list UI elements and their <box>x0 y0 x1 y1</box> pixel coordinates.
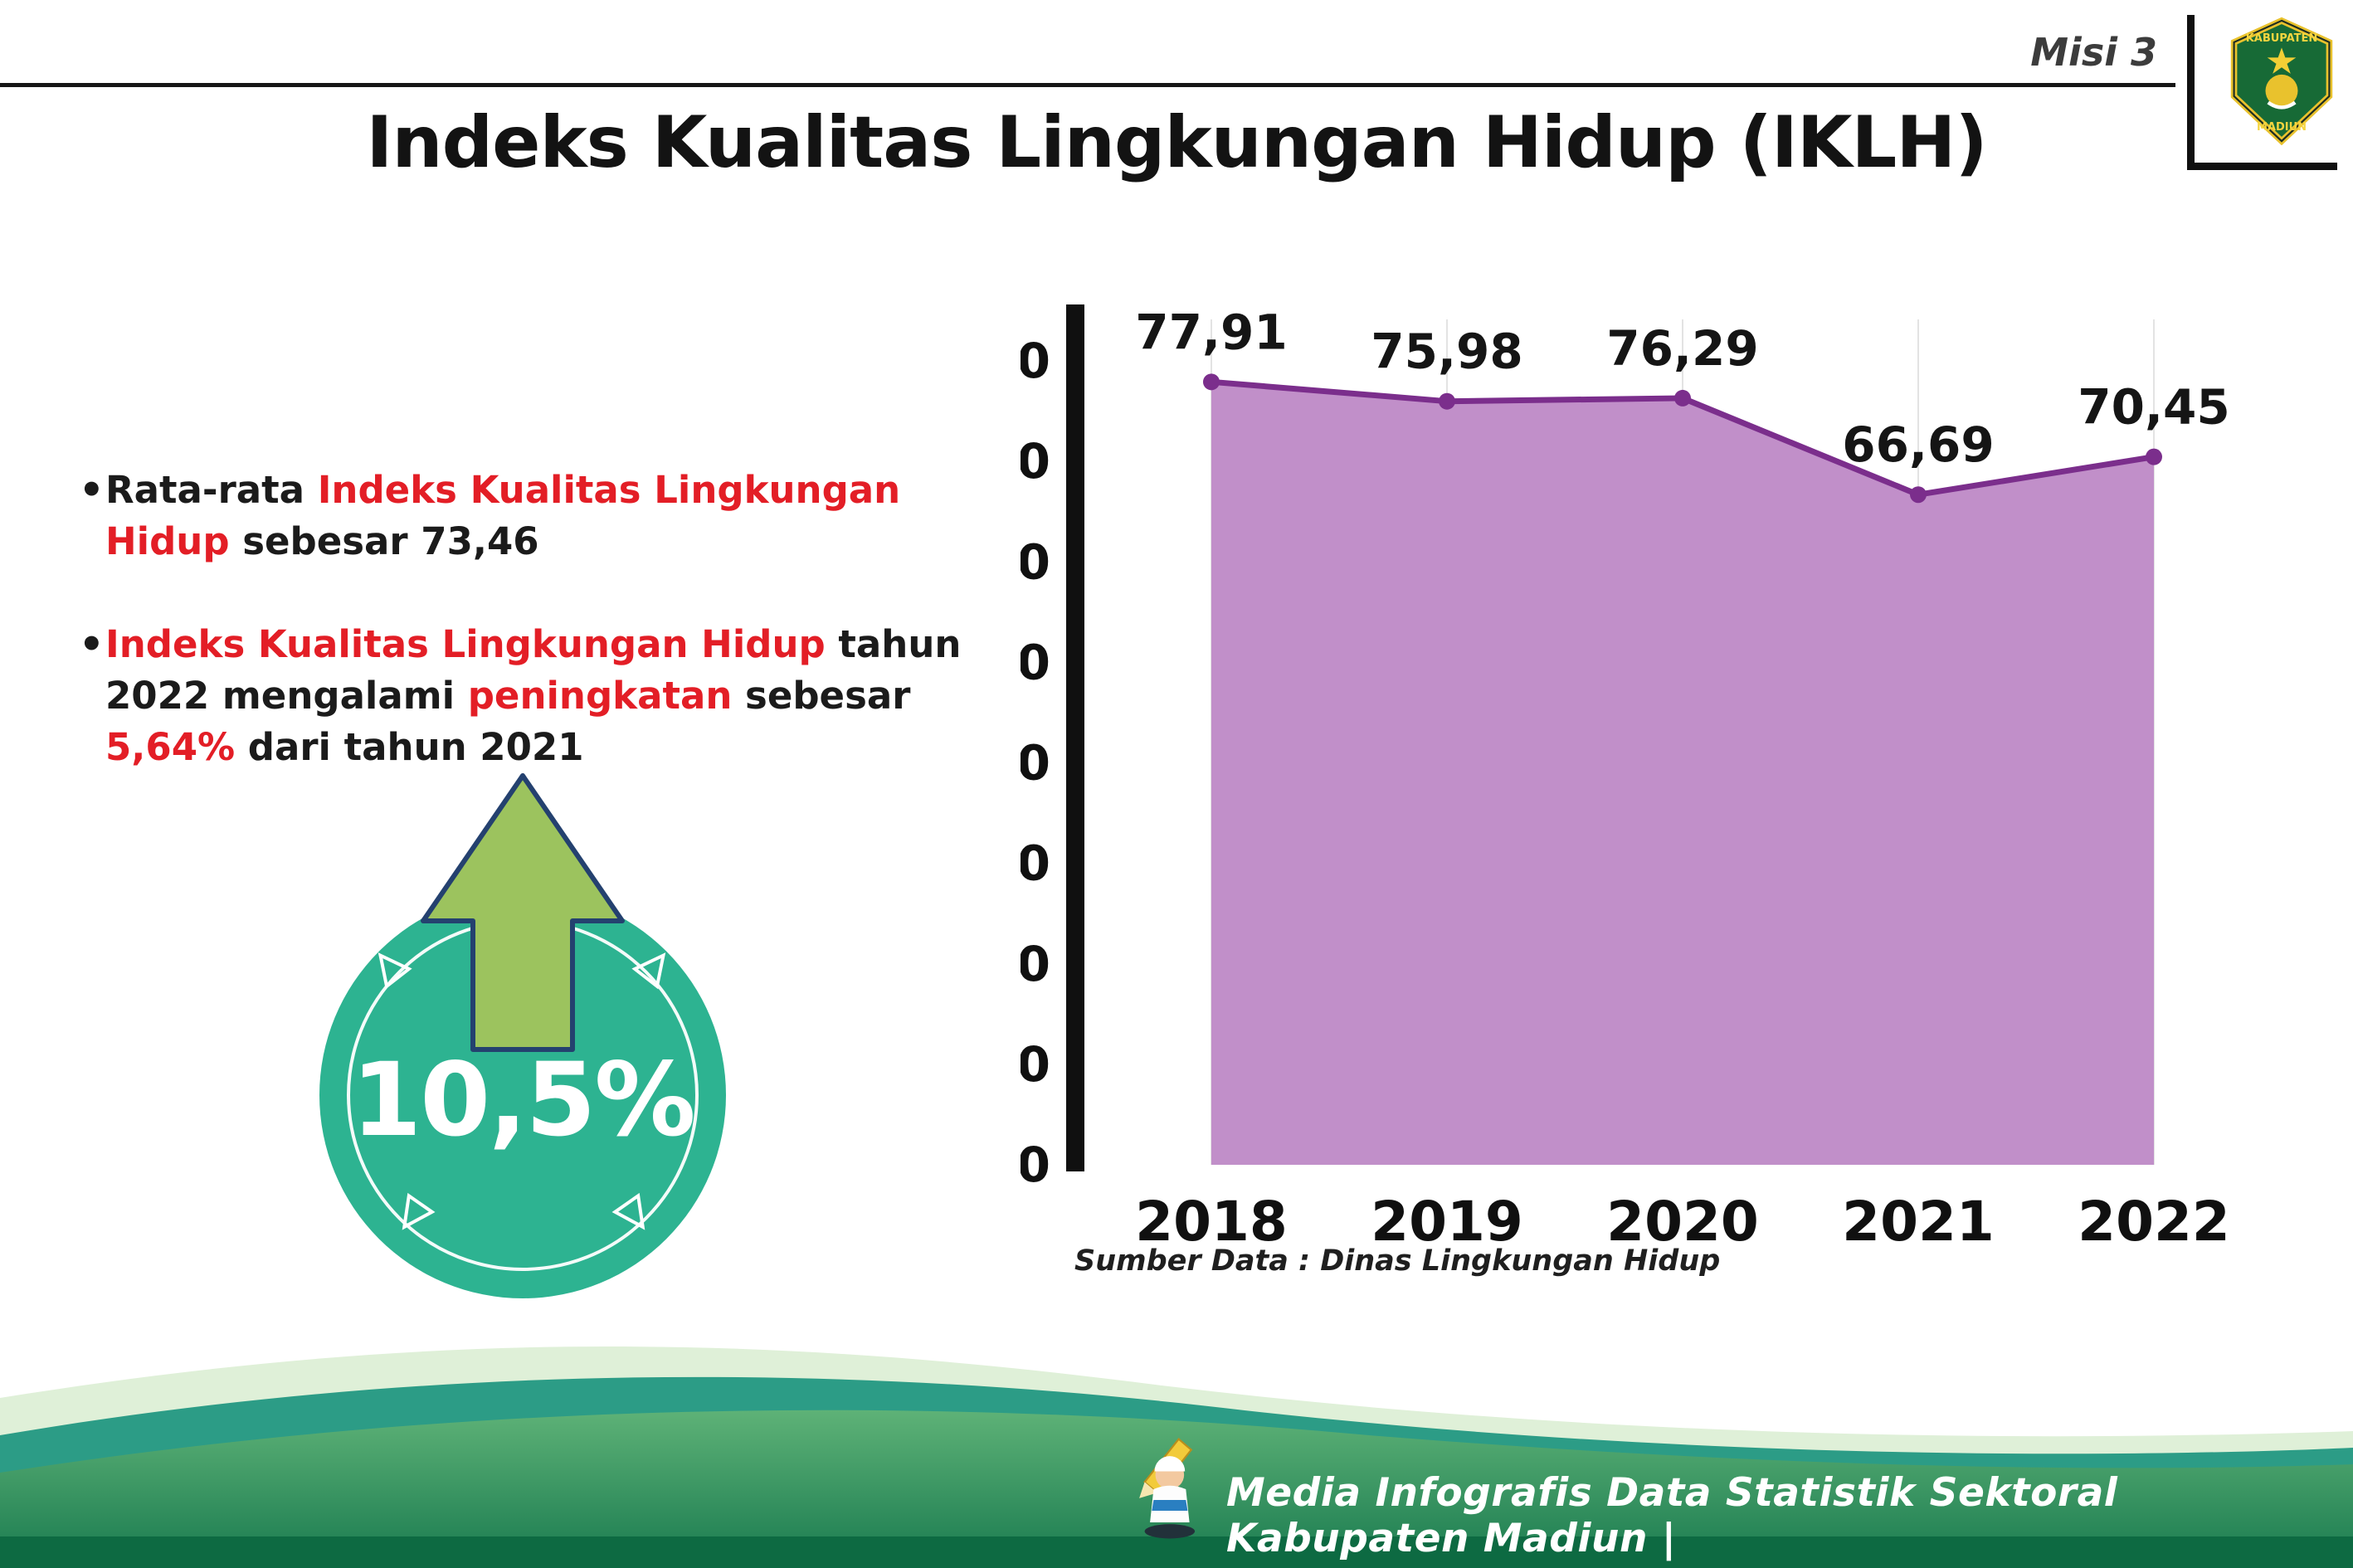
increase-badge: 10,5% <box>299 763 747 1311</box>
value-label: 76,29 <box>1606 320 1758 377</box>
value-label: 77,91 <box>1135 304 1287 360</box>
x-year-label: 2018 <box>1135 1190 1288 1254</box>
y-tick-label: 30 <box>1021 835 1050 892</box>
data-point <box>1674 389 1691 407</box>
area-chart: 77,91 75,98 76,29 66,69 70,45 0 10 20 30 40 50 60 70… <box>983 304 2230 1254</box>
svg-text:KABUPATEN: KABUPATEN <box>2246 32 2318 45</box>
bullet-segment: 5,64% <box>105 725 236 770</box>
bullet-segment: peningkatan <box>467 674 733 718</box>
data-point <box>1910 486 1927 504</box>
bullet-marker: • <box>79 467 105 514</box>
value-label: 75,98 <box>1371 324 1522 380</box>
bullet-segment: Indeks Kualitas Lingkungan Hidup <box>105 622 826 667</box>
logo-frame: KABUPATEN MADIUN <box>2187 15 2337 170</box>
bullet-segment: Indeks Kualitas Lingkungan Hidup <box>105 468 901 564</box>
data-point <box>1439 392 1455 410</box>
svg-text:MADIUN: MADIUN <box>2257 121 2307 134</box>
bullet-text: Rata-rata Indeks Kualitas Lingkungan Hid… <box>105 468 900 563</box>
value-label: 70,45 <box>2078 379 2229 436</box>
y-tick-label: 70 <box>1021 433 1050 489</box>
y-tick-label: 0 <box>1021 1137 1050 1193</box>
bullet-marker: • <box>79 621 105 669</box>
bullet-text: Indeks Kualitas Lingkungan Hidup tahun 2… <box>105 622 961 769</box>
footer-caption: Media Infografis Data Statistik Sektoral… <box>1226 1470 2118 1561</box>
bullet-item-average: • Rata-rata Indeks Kualitas Lingkungan Hi… <box>79 465 991 567</box>
y-axis-bar <box>1066 304 1084 1171</box>
kabupaten-madiun-crest-icon: KABUPATEN MADIUN <box>2230 17 2333 145</box>
badge-circle <box>319 892 726 1298</box>
data-point <box>2146 448 2162 465</box>
x-year-label: 2022 <box>2078 1190 2230 1254</box>
y-tick-label: 20 <box>1021 936 1050 992</box>
y-tick-label: 10 <box>1021 1036 1050 1093</box>
y-tick-label: 50 <box>1021 634 1050 690</box>
x-year-label: 2020 <box>1606 1190 1759 1254</box>
bullet-segment: tahun 2022 mengalami <box>105 622 962 718</box>
bullet-segment: sebesar <box>732 674 911 718</box>
bullet-segment: sebesar 73,46 <box>229 519 539 564</box>
mascot-icon <box>1139 1438 1196 1539</box>
badge-graphic <box>319 773 726 1298</box>
misi-label: Misi 3 <box>2030 30 2157 75</box>
x-year-label: 2019 <box>1371 1190 1523 1254</box>
bullet-segment: Rata-rata <box>105 468 318 512</box>
y-tick-label: 40 <box>1021 735 1050 791</box>
chart-area <box>1211 382 2154 1165</box>
iklh-chart: 77,91 75,98 76,29 66,69 70,45 0 10 20 30 40 50 60 70… <box>983 290 2315 1294</box>
y-tick-label: 60 <box>1021 533 1050 590</box>
up-arrow-icon <box>421 773 625 1052</box>
source-note: Sumber Data : Dinas Lingkungan Hidup <box>1074 1244 1721 1278</box>
y-tick-label: 80 <box>1021 333 1050 389</box>
page-title: Indeks Kualitas Lingkungan Hidup (IKLH) <box>366 101 1987 184</box>
key-points: • Rata-rata Indeks Kualitas Lingkungan Hi… <box>79 465 991 825</box>
bullet-segment: dari tahun 2021 <box>235 725 584 770</box>
increase-percentage: 10,5% <box>351 1041 695 1159</box>
bullet-item-increase: • Indeks Kualitas Lingkungan Hidup tahun … <box>79 619 991 773</box>
header-rule <box>0 83 2175 87</box>
value-label: 66,69 <box>1842 416 1994 473</box>
data-point <box>1203 373 1220 391</box>
x-year-label: 2021 <box>1842 1190 1995 1254</box>
